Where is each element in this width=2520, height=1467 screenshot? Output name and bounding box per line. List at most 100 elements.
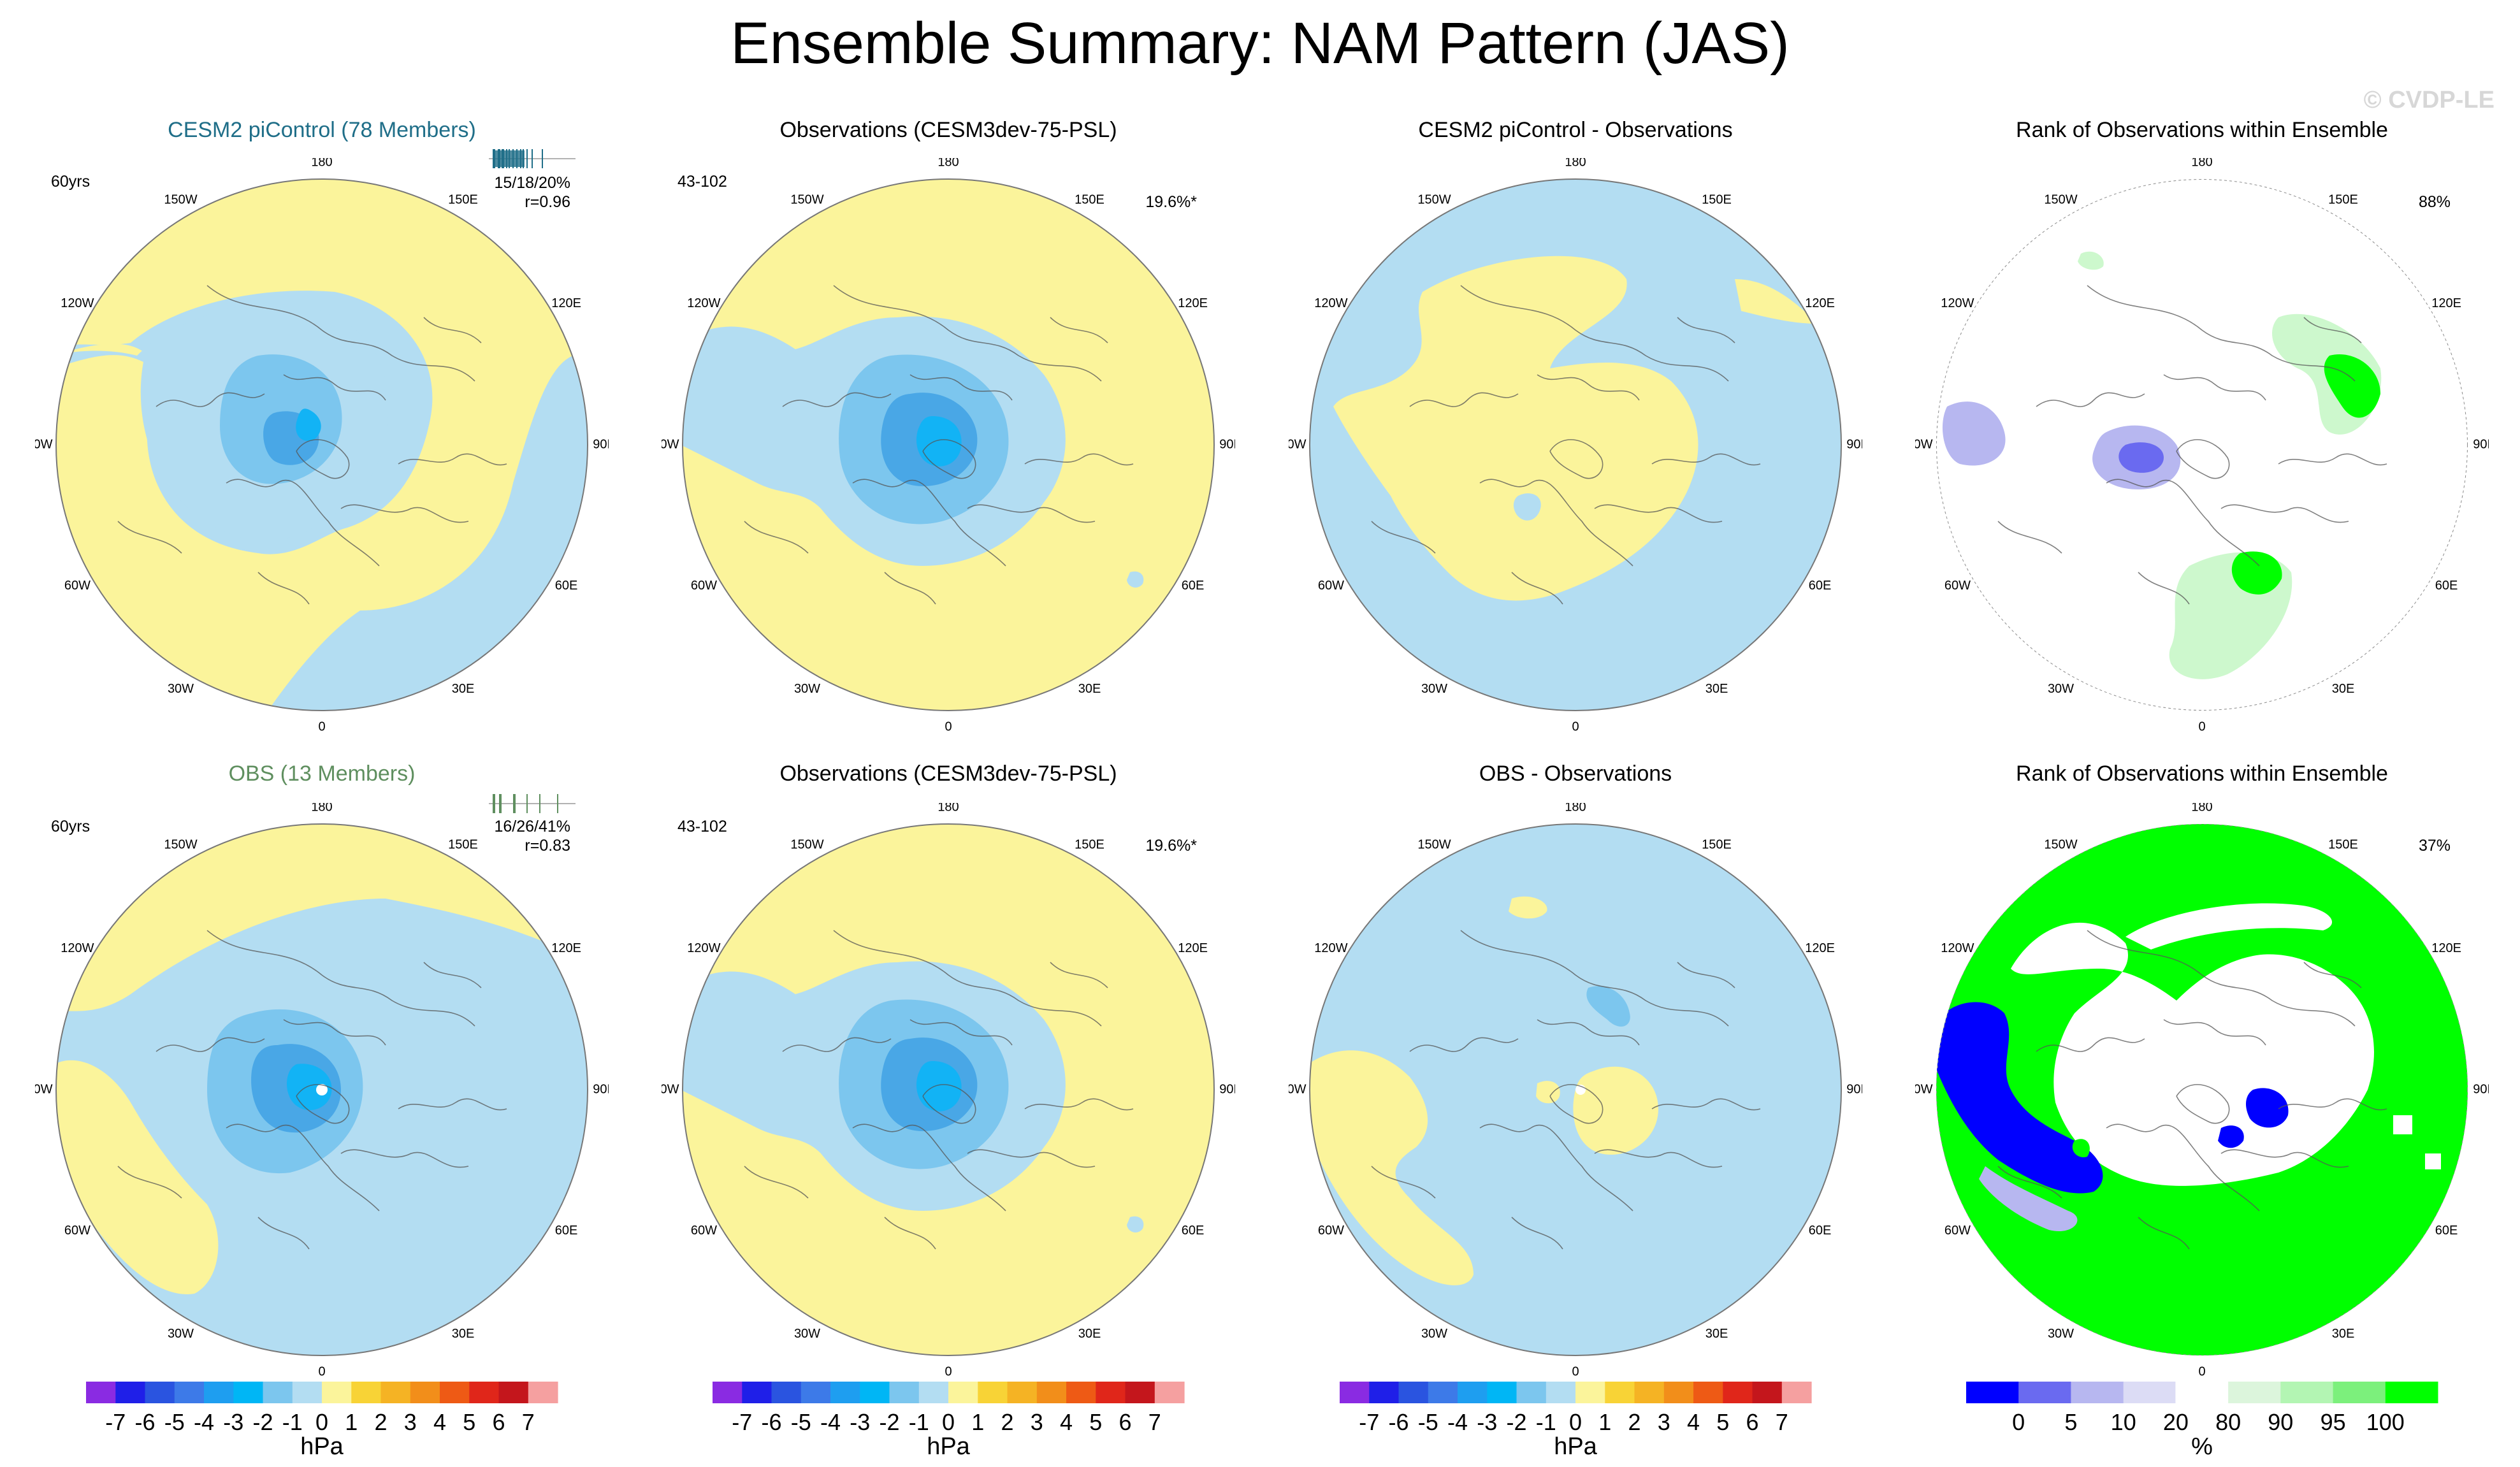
lon-label: 150E	[448, 193, 478, 207]
lon-label: 0	[2198, 719, 2205, 732]
colorbar-swatch	[115, 1382, 146, 1403]
map-field	[56, 179, 588, 711]
colorbar-unit: hPa	[927, 1433, 970, 1458]
colorbar-label: -6	[1388, 1409, 1408, 1435]
colorbar-swatch	[1723, 1382, 1753, 1403]
lon-label: 0	[318, 1364, 325, 1377]
lon-label: 180	[938, 158, 959, 169]
colorbar-swatch	[440, 1382, 470, 1403]
colorbar-label: -3	[223, 1409, 243, 1435]
lon-label: 60E	[1182, 579, 1205, 593]
polar-map: 180 150E 120E 90E 60E 30E 0 30W 60W 90W 120W 150W	[1289, 803, 1862, 1377]
map-boundary	[1309, 178, 1842, 711]
colorbar-swatch	[830, 1382, 860, 1403]
polar-map: 180 150E 120E 90E 60E 30E 0 30W 60W 90W 120W 150W	[1289, 158, 1862, 732]
stats-label: 37%	[2418, 837, 2451, 855]
lon-label: 120W	[1941, 296, 1974, 310]
lon-label: 30E	[1705, 1327, 1728, 1341]
period-label: 43-102	[677, 818, 727, 835]
colorbar-swatch	[1007, 1382, 1038, 1403]
stats-label: 88%	[2418, 193, 2451, 211]
lon-label: 30E	[1078, 682, 1101, 696]
colorbar-label: -2	[879, 1409, 899, 1435]
colorbar-label: 0	[942, 1409, 955, 1435]
lon-label: 30W	[1421, 682, 1447, 696]
rank-region-0	[2245, 1088, 2289, 1128]
polar-map: 180 150E 120E 90E 60E 30E 0 30W 60W 90W 120W 150W	[662, 158, 1235, 732]
lon-label: 30W	[168, 682, 194, 696]
lon-label: 90E	[593, 1082, 609, 1096]
coastline	[744, 285, 1134, 605]
colorbar-label: 3	[1658, 1409, 1670, 1435]
panel-title: Rank of Observations within Ensemble	[2016, 118, 2388, 142]
lon-label: 150W	[1417, 838, 1451, 852]
colorbar-label: 10	[2111, 1409, 2136, 1435]
colorbar-swatch	[1125, 1382, 1155, 1403]
lon-label: 60W	[1944, 1224, 1971, 1238]
colorbar-label: 0	[2012, 1409, 2025, 1435]
panel-title: Observations (CESM3dev-75-PSL)	[779, 762, 1117, 786]
colorbar-swatch	[1966, 1382, 2019, 1403]
lon-label: 180	[311, 803, 332, 814]
lon-label: 90W	[1289, 437, 1307, 451]
lon-label: 90W	[662, 437, 679, 451]
lon-label: 0	[1572, 1364, 1579, 1377]
colorbar-label: 1	[345, 1409, 358, 1435]
stats-label: 15/18/20%	[494, 174, 570, 192]
colorbar-label: 5	[463, 1409, 475, 1435]
lon-label: 180	[938, 803, 959, 814]
map-field	[683, 824, 1214, 1355]
lon-label: 0	[2198, 1364, 2205, 1377]
map-field	[1936, 824, 2468, 1355]
positive-region	[1509, 896, 1547, 919]
colorbar-swatch	[1546, 1382, 1576, 1403]
colorbar-swatch	[351, 1382, 382, 1403]
colorbar-label: -1	[909, 1409, 929, 1435]
lon-label: 60W	[1318, 1224, 1344, 1238]
colorbar-swatch	[1036, 1382, 1067, 1403]
colorbar-swatch	[948, 1382, 978, 1403]
colorbar-label: 90	[2268, 1409, 2293, 1435]
positive-region	[1735, 279, 1818, 324]
colorbar-swatch	[1369, 1382, 1400, 1403]
lon-label: 120E	[551, 296, 581, 310]
lon-label: 120W	[687, 941, 720, 955]
colorbar-label: -7	[732, 1409, 752, 1435]
rank-region-0	[1936, 1002, 2103, 1194]
lon-label: 60E	[1809, 1224, 1832, 1238]
lon-label: 0	[945, 719, 952, 732]
lon-label: 150E	[1702, 193, 1732, 207]
lon-label: 180	[311, 158, 332, 169]
pole-marker	[316, 1084, 328, 1095]
colorbar-swatch	[1516, 1382, 1547, 1403]
colorbar-label: -7	[105, 1409, 126, 1435]
colorbar-swatch	[1340, 1382, 1370, 1403]
colorbar-swatch	[380, 1382, 411, 1403]
colorbar-label: 95	[2321, 1409, 2346, 1435]
polar-map: 180 150E 120E 90E 60E 30E 0 30W 60W 90W 120W 150W	[1915, 803, 2489, 1377]
colorbar-label: -6	[134, 1409, 155, 1435]
rank-strip	[489, 794, 576, 813]
colorbar-label: -2	[1506, 1409, 1526, 1435]
rank-background	[1936, 179, 2468, 711]
colorbar-swatch	[174, 1382, 205, 1403]
coastline	[117, 930, 507, 1250]
colorbar-label: 3	[1031, 1409, 1043, 1435]
colorbar-swatch	[1781, 1382, 1812, 1403]
polar-map: 180 150E 120E 90E 60E 30E 0 30W 60W 90W 120W 150W	[35, 158, 609, 732]
lon-label: 90W	[35, 437, 53, 451]
colorbar-label: -2	[252, 1409, 273, 1435]
lon-label: 180	[2191, 158, 2212, 169]
period-label: 60yrs	[51, 173, 91, 191]
lon-label: 30W	[794, 682, 820, 696]
lon-label: 90E	[1846, 437, 1862, 451]
negative-region	[1127, 571, 1144, 588]
colorbar-label: -1	[1536, 1409, 1556, 1435]
colorbar-swatch	[1487, 1382, 1517, 1403]
lon-label: 90E	[1219, 1082, 1235, 1096]
lon-label: 120E	[1178, 296, 1208, 310]
rank-region-10	[1942, 401, 2006, 466]
rank-region-white	[2393, 1115, 2441, 1169]
colorbar-label: 1	[971, 1409, 984, 1435]
colorbar-label: 20	[2163, 1409, 2189, 1435]
